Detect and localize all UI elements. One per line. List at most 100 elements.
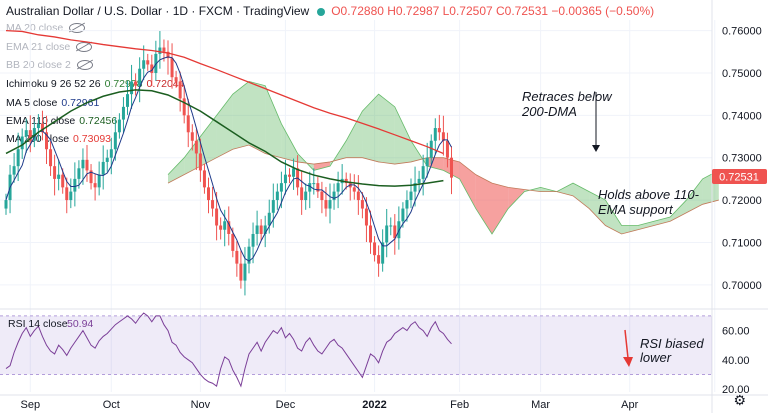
candle-body — [369, 225, 372, 243]
candle-body — [198, 153, 202, 171]
time-tick-label: 2022 — [362, 399, 386, 411]
candle-body — [279, 183, 283, 192]
chart-header: Australian Dollar / U.S. Dollar · 1D · F… — [6, 4, 654, 18]
time-tick-label: Apr — [621, 399, 638, 411]
symbol-title: Australian Dollar / U.S. Dollar · 1D · F… — [6, 4, 310, 18]
ma5-line — [5, 56, 452, 262]
candle-body — [24, 130, 28, 137]
annotation-top-line-2: 200-DMA — [521, 104, 577, 119]
price-tick-label: 0.70000 — [722, 280, 762, 292]
candle-body — [45, 132, 48, 150]
ichimoku-cloud-segment — [637, 221, 654, 230]
candle-body — [170, 58, 174, 78]
candle-body — [336, 183, 340, 192]
hidden-eye-icon[interactable] — [76, 60, 93, 71]
candle-body — [142, 60, 146, 69]
time-tick-label: Sep — [21, 399, 41, 411]
legend-value: 0.72961 — [61, 97, 100, 109]
candle-body — [158, 47, 162, 54]
candle-body — [77, 168, 81, 179]
candle-body — [385, 225, 389, 243]
candle-body — [32, 128, 36, 141]
ichimoku-cloud-segment — [346, 111, 363, 158]
candle-body — [316, 183, 320, 192]
annotation-bottom-line-1: Holds above 110- — [598, 187, 700, 202]
candle-body — [57, 174, 61, 179]
time-tick-label: Mar — [531, 399, 550, 411]
ichimoku-cloud-segment — [654, 217, 671, 226]
candle-body — [117, 119, 121, 133]
rsi-legend-name[interactable]: RSI 14 close — [8, 318, 68, 330]
time-tick-label: Feb — [450, 399, 469, 411]
annotation-top-line-1: Retraces below — [522, 89, 613, 104]
rsi-tick-label: 20.00 — [722, 384, 750, 396]
candle-body — [437, 128, 441, 133]
legend-row-bb20[interactable]: BB 20 close 2 — [6, 59, 93, 72]
candle-body — [16, 149, 20, 167]
ma200-line — [5, 29, 444, 155]
hidden-eye-icon[interactable] — [76, 42, 93, 53]
candle-body — [134, 81, 138, 86]
candle-body — [178, 81, 182, 99]
rsi-tick-label: 40.00 — [722, 355, 750, 367]
candle-body — [174, 77, 178, 82]
candle-body — [49, 149, 53, 167]
ichimoku-cloud-segment — [573, 183, 590, 209]
candle-body — [93, 183, 97, 188]
legend-row-ema110[interactable]: EMA 110 close 0.72456 — [6, 115, 118, 127]
candle-body — [219, 225, 223, 230]
candle-body — [275, 191, 279, 201]
ichimoku-cloud-segment — [686, 178, 703, 213]
ichimoku-cloud-segment — [249, 81, 266, 154]
candle-body — [207, 187, 210, 201]
price-tick-label: 0.71000 — [722, 237, 762, 249]
hidden-eye-icon[interactable] — [69, 23, 86, 34]
candle-body — [312, 183, 316, 185]
candle-body — [421, 166, 425, 179]
candle-body — [166, 51, 170, 59]
ichimoku-cloud-segment — [313, 161, 330, 171]
candle-body — [109, 149, 113, 158]
candle-body — [65, 187, 69, 201]
candle-body — [211, 200, 215, 209]
candle-body — [113, 132, 117, 150]
ichimoku-cloud-segment — [232, 81, 249, 150]
candle-body — [40, 123, 44, 133]
candle-body — [393, 225, 397, 239]
candle-body — [263, 225, 267, 234]
legend-row-ma5[interactable]: MA 5 close 0.72961 — [6, 97, 100, 109]
ohlc-readout: O0.72880 H0.72987 L0.72507 C0.72531 −0.0… — [331, 4, 655, 18]
candle-body — [283, 174, 287, 184]
candle-body — [85, 159, 89, 171]
candle-body — [186, 115, 190, 133]
legend-value: 0.72456 — [79, 115, 118, 127]
candle-body — [69, 191, 73, 201]
rsi-legend-value: 50.94 — [67, 318, 93, 330]
candle-body — [101, 161, 105, 175]
time-tick-label: Dec — [276, 399, 296, 411]
candle-body — [425, 157, 429, 167]
candle-body — [12, 166, 16, 175]
rsi-line — [5, 312, 452, 388]
candle-body — [105, 157, 109, 162]
annotation-rsi-arrow-head — [623, 357, 633, 367]
candle-body — [324, 200, 328, 209]
ichimoku-cloud-segment — [394, 106, 411, 165]
ichimoku-cloud-segment — [362, 94, 379, 162]
candle-body — [360, 200, 364, 209]
candle-body — [304, 191, 308, 201]
legend-row-ema21[interactable]: EMA 21 close — [6, 41, 93, 54]
candle-body — [389, 225, 393, 227]
candle-body — [259, 225, 263, 234]
ichimoku-cloud-segment — [508, 187, 525, 209]
settings-gear-icon[interactable]: ⚙ — [733, 392, 746, 408]
price-tick-label: 0.76000 — [722, 26, 762, 38]
candle-body — [53, 166, 57, 179]
price-tick-label: 0.74000 — [722, 110, 762, 122]
ichimoku-cloud-segment — [670, 200, 687, 222]
candle-body — [300, 187, 304, 201]
candle-body — [255, 225, 259, 234]
candle-body — [126, 94, 129, 107]
candle-body — [162, 47, 166, 52]
